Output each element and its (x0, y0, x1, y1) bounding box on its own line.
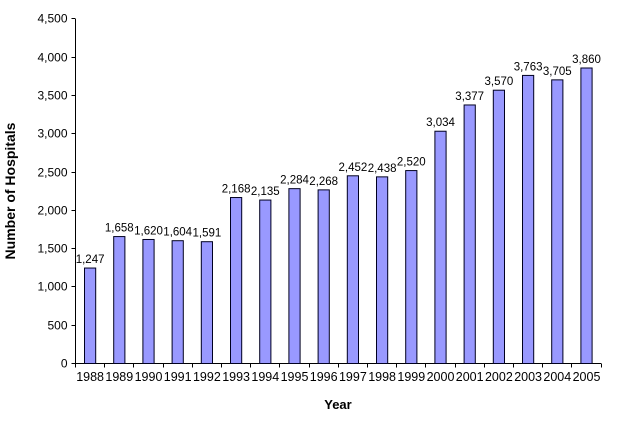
svg-text:2002: 2002 (485, 370, 513, 384)
svg-text:2003: 2003 (514, 370, 542, 384)
svg-text:1991: 1991 (164, 370, 192, 384)
svg-text:2,500: 2,500 (37, 166, 67, 180)
svg-text:3,763: 3,763 (514, 61, 543, 73)
svg-text:3,000: 3,000 (37, 127, 67, 141)
svg-text:2004: 2004 (543, 370, 571, 384)
svg-text:1988: 1988 (76, 370, 104, 384)
svg-text:1995: 1995 (281, 370, 309, 384)
svg-text:2,520: 2,520 (397, 157, 426, 169)
svg-text:500: 500 (47, 319, 67, 333)
svg-text:1997: 1997 (339, 370, 367, 384)
svg-text:1999: 1999 (397, 370, 425, 384)
svg-text:2001: 2001 (456, 370, 484, 384)
svg-text:1,247: 1,247 (76, 254, 105, 266)
svg-text:1,500: 1,500 (37, 242, 67, 256)
svg-text:1998: 1998 (368, 370, 396, 384)
svg-text:3,377: 3,377 (455, 91, 484, 103)
svg-text:2,000: 2,000 (37, 204, 67, 218)
svg-text:2,284: 2,284 (280, 175, 309, 187)
svg-text:3,570: 3,570 (485, 76, 514, 88)
svg-text:1,620: 1,620 (134, 226, 163, 238)
svg-text:1990: 1990 (135, 370, 163, 384)
svg-text:2000: 2000 (427, 370, 455, 384)
svg-text:1989: 1989 (105, 370, 133, 384)
svg-text:3,500: 3,500 (37, 89, 67, 103)
svg-text:2,135: 2,135 (251, 186, 280, 198)
svg-text:3,705: 3,705 (543, 66, 572, 78)
svg-text:4,500: 4,500 (37, 12, 67, 26)
svg-text:4,000: 4,000 (37, 51, 67, 65)
svg-text:1,591: 1,591 (193, 228, 222, 240)
svg-text:1,658: 1,658 (105, 223, 134, 235)
svg-text:3,860: 3,860 (572, 54, 601, 66)
svg-text:1994: 1994 (251, 370, 279, 384)
svg-text:1993: 1993 (222, 370, 250, 384)
svg-text:2,168: 2,168 (222, 184, 251, 196)
svg-text:1,000: 1,000 (37, 280, 67, 294)
svg-text:2,268: 2,268 (309, 176, 338, 188)
svg-text:2,438: 2,438 (368, 163, 397, 175)
svg-text:0: 0 (61, 357, 68, 371)
svg-text:2,452: 2,452 (339, 162, 368, 174)
svg-text:1,604: 1,604 (163, 227, 192, 239)
svg-text:1996: 1996 (310, 370, 338, 384)
svg-text:3,034: 3,034 (426, 117, 455, 129)
svg-text:1992: 1992 (193, 370, 221, 384)
svg-text:2005: 2005 (573, 370, 601, 384)
